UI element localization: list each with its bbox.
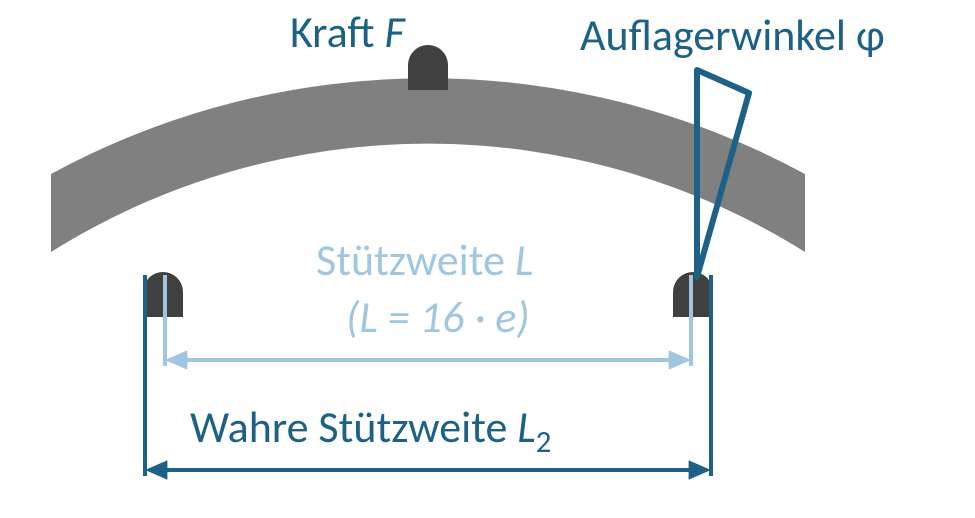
label-true-span-sub: 2 [536,424,552,461]
load-punch [408,45,448,90]
label-span-prefix: Stützweite [316,233,515,287]
label-span-eq-open: ( [346,290,359,344]
label-span-symbol: L [515,233,534,287]
label-true-span-symbol: L [517,400,536,454]
label-span-equation: (L = 16 · e) [346,290,530,344]
label-angle-prefix: Auflagerwinkel [580,8,856,62]
label-span: Stützweite L [316,233,533,287]
label-true-span: Wahre Stützweite L2 [190,400,551,461]
diagram-stage: Kraft F Auflagerwinkel φ Stützweite L (L… [0,0,975,518]
label-angle: Auflagerwinkel φ [580,8,885,62]
arch-specimen [51,78,805,252]
label-angle-symbol: φ [856,8,885,62]
label-force-prefix: Kraft [290,5,384,59]
label-force: Kraft F [290,5,405,59]
label-force-symbol: F [384,5,404,59]
label-true-span-prefix: Wahre Stützweite [190,400,517,454]
label-span-eq-body: L = 16 · e) [359,290,529,344]
